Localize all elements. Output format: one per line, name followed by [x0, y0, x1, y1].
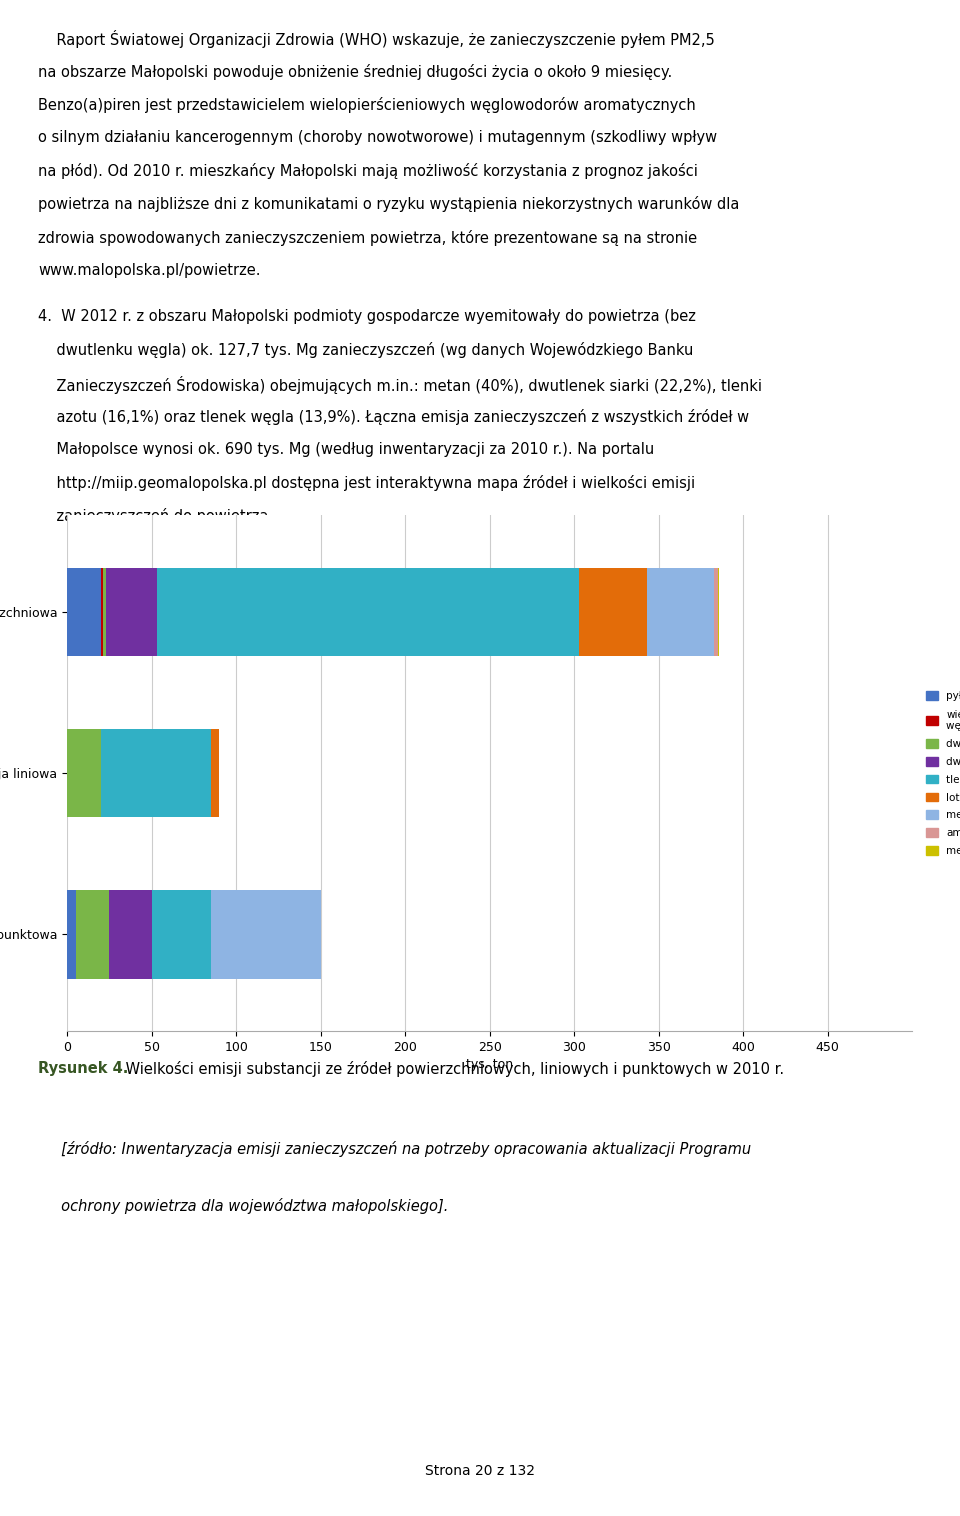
Bar	[67, 890, 76, 978]
Bar	[101, 568, 103, 656]
Bar	[106, 568, 156, 656]
Bar	[67, 568, 101, 656]
Text: azotu (16,1%) oraz tlenek węgla (13,9%). Łączna emisja zanieczyszczeń z wszystki: azotu (16,1%) oraz tlenek węgla (13,9%).…	[38, 409, 750, 424]
Bar	[76, 890, 109, 978]
Text: ochrony powietrza dla województwa małopolskiego].: ochrony powietrza dla województwa małopo…	[38, 1198, 448, 1214]
Bar	[152, 890, 211, 978]
X-axis label: tys. ton: tys. ton	[466, 1058, 514, 1070]
Bar	[647, 568, 714, 656]
Text: powietrza na najbliższe dni z komunikatami o ryzyku wystąpienia niekorzystnych w: powietrza na najbliższe dni z komunikata…	[38, 196, 740, 212]
Text: zdrowia spowodowanych zanieczyszczeniem powietrza, które prezentowane są na stro: zdrowia spowodowanych zanieczyszczeniem …	[38, 229, 698, 246]
Bar	[101, 729, 211, 817]
Bar	[718, 568, 719, 656]
Text: na obszarze Małopolski powoduje obniżenie średniej długości życia o około 9 mies: na obszarze Małopolski powoduje obniżeni…	[38, 64, 673, 79]
Text: zanieczyszczeń do powietrza.: zanieczyszczeń do powietrza.	[38, 508, 274, 525]
Bar	[67, 729, 101, 817]
Legend: pył ogółem, wielopierścieniowe
węglowodory aromatyczne, dwutlenek azotu, dwutlen: pył ogółem, wielopierścieniowe węglowodo…	[925, 690, 960, 857]
Text: 4.  W 2012 r. z obszaru Małopolski podmioty gospodarcze wyemitowały do powietrza: 4. W 2012 r. z obszaru Małopolski podmio…	[38, 309, 696, 324]
Text: www.malopolska.pl/powietrze.: www.malopolska.pl/powietrze.	[38, 262, 261, 277]
Bar	[579, 568, 647, 656]
Text: na płód). Od 2010 r. mieszkańcy Małopolski mają możliwość korzystania z prognoz : na płód). Od 2010 r. mieszkańcy Małopols…	[38, 164, 698, 179]
Text: Małopolsce wynosi ok. 690 tys. Mg (według inwentaryzacji za 2010 r.). Na portalu: Małopolsce wynosi ok. 690 tys. Mg (wedłu…	[38, 443, 655, 456]
Bar	[211, 729, 219, 817]
Text: dwutlenku węgla) ok. 127,7 tys. Mg zanieczyszczeń (wg danych Wojewódzkiego Banku: dwutlenku węgla) ok. 127,7 tys. Mg zanie…	[38, 343, 694, 358]
Bar	[211, 890, 321, 978]
Text: http://miip.geomalopolska.pl dostępna jest interaktywna mapa źródeł i wielkości : http://miip.geomalopolska.pl dostępna je…	[38, 475, 696, 491]
Text: Rysunek 4.: Rysunek 4.	[38, 1061, 129, 1076]
Text: Strona 20 z 132: Strona 20 z 132	[425, 1463, 535, 1478]
Bar	[103, 568, 106, 656]
Bar	[156, 568, 579, 656]
Text: [źródło: Inwentaryzacja emisji zanieczyszczeń na potrzeby opracowania aktualizac: [źródło: Inwentaryzacja emisji zanieczys…	[38, 1142, 752, 1157]
Bar	[109, 890, 152, 978]
Bar	[714, 568, 718, 656]
Text: Benzo(a)piren jest przedstawicielem wielopierścieniowych węglowodorów aromatyczn: Benzo(a)piren jest przedstawicielem wiel…	[38, 97, 696, 112]
Text: Wielkości emisji substancji ze źródeł powierzchniowych, liniowych i punktowych w: Wielkości emisji substancji ze źródeł po…	[121, 1061, 783, 1078]
Text: Raport Światowej Organizacji Zdrowia (WHO) wskazuje, że zanieczyszczenie pyłem P: Raport Światowej Organizacji Zdrowia (WH…	[38, 30, 715, 49]
Text: Zanieczyszczeń Środowiska) obejmujących m.in.: metan (40%), dwutlenek siarki (22: Zanieczyszczeń Środowiska) obejmujących …	[38, 376, 762, 394]
Text: o silnym działaniu kancerogennym (choroby nowotworowe) i mutagennym (szkodliwy w: o silnym działaniu kancerogennym (chorob…	[38, 130, 717, 146]
